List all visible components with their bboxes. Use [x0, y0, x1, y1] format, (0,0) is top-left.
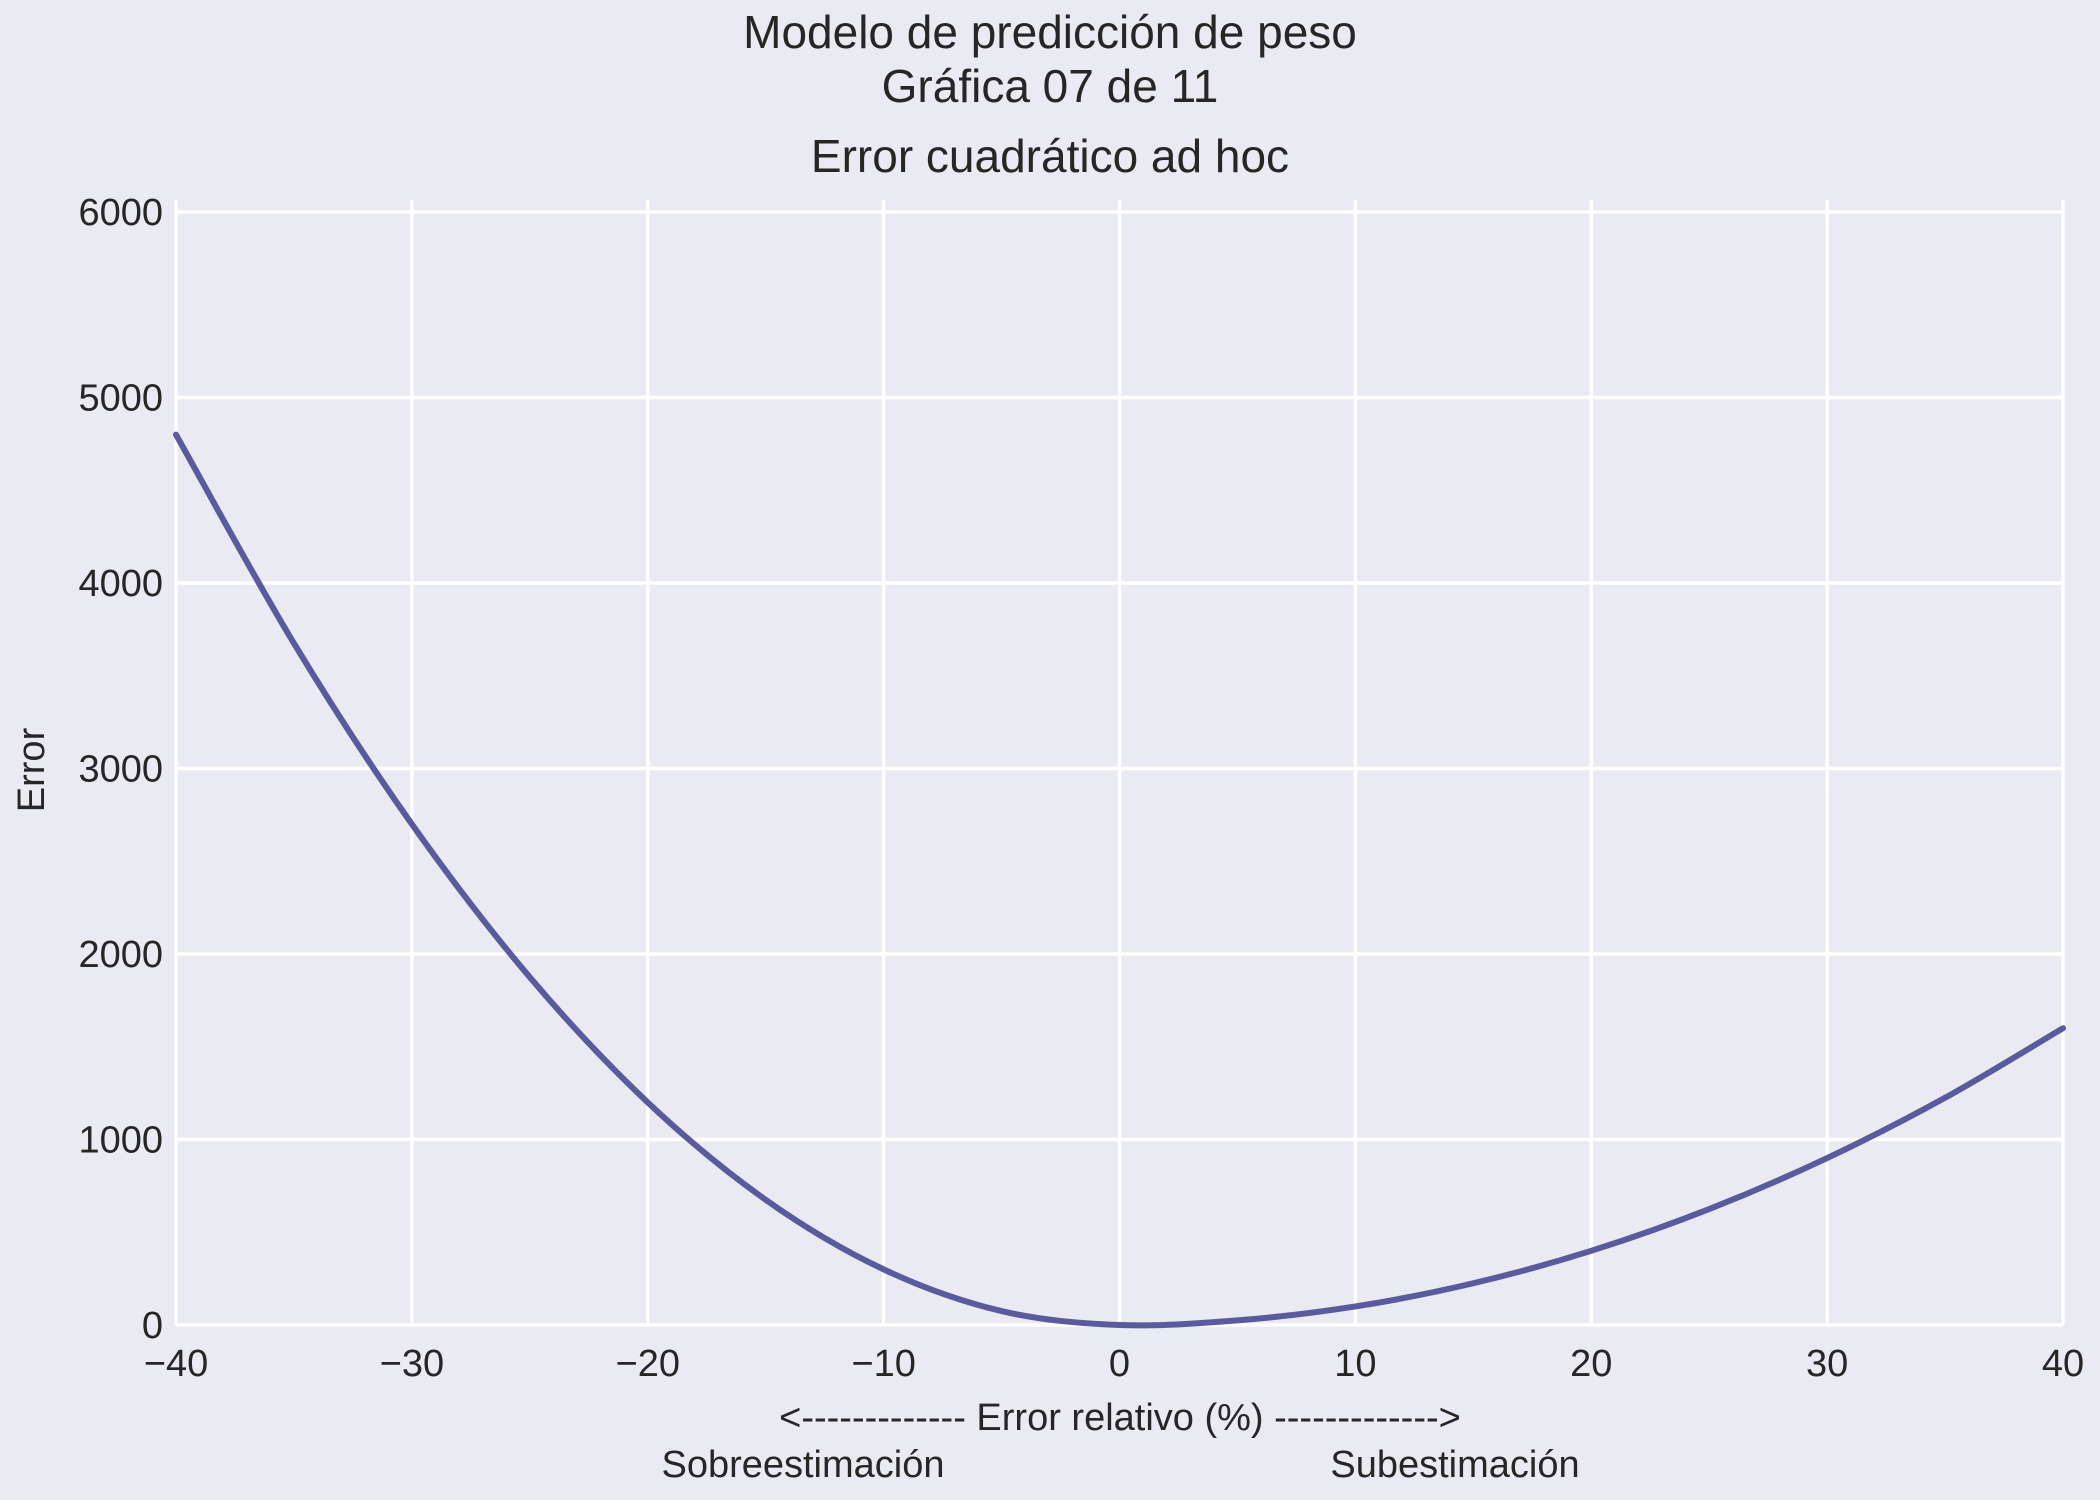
series-layer — [173, 431, 2066, 1329]
x-tick-labels: −40 −30 −20 −10 0 10 20 30 40 — [144, 1343, 2084, 1385]
y-tick-label: 6000 — [78, 192, 163, 234]
y-tick-label: 4000 — [78, 563, 163, 605]
y-tick-labels: 0 1000 2000 3000 4000 5000 6000 — [78, 192, 163, 1347]
y-tick-label: 3000 — [78, 749, 163, 791]
figure-title-line1: Modelo de predicción de peso — [743, 6, 1357, 58]
x-tick-label: −10 — [851, 1343, 915, 1385]
x-tick-label: −20 — [616, 1343, 680, 1385]
x-axis-label-left: Sobreestimación — [661, 1444, 944, 1486]
chart-title: Error cuadrático ad hoc — [811, 130, 1289, 182]
x-tick-label: 20 — [1570, 1343, 1612, 1385]
x-tick-label: 40 — [2042, 1343, 2084, 1385]
gridlines — [174, 200, 2065, 1327]
figure-title-line2: Gráfica 07 de 11 — [882, 60, 1219, 112]
y-tick-label: 5000 — [78, 378, 163, 420]
x-tick-label: 30 — [1806, 1343, 1848, 1385]
x-axis-label: <------------- Error relativo (%) ------… — [779, 1397, 1461, 1439]
x-tick-label: 0 — [1109, 1343, 1130, 1385]
y-tick-label: 1000 — [78, 1120, 163, 1162]
x-tick-label: 10 — [1334, 1343, 1376, 1385]
y-axis-label: Error — [11, 727, 53, 812]
y-tick-label: 2000 — [78, 934, 163, 976]
y-tick-label: 0 — [142, 1305, 163, 1347]
x-axis-label-right: Subestimación — [1330, 1444, 1579, 1486]
x-tick-label: −30 — [380, 1343, 444, 1385]
series-line — [173, 431, 2066, 1329]
x-tick-label: −40 — [144, 1343, 208, 1385]
